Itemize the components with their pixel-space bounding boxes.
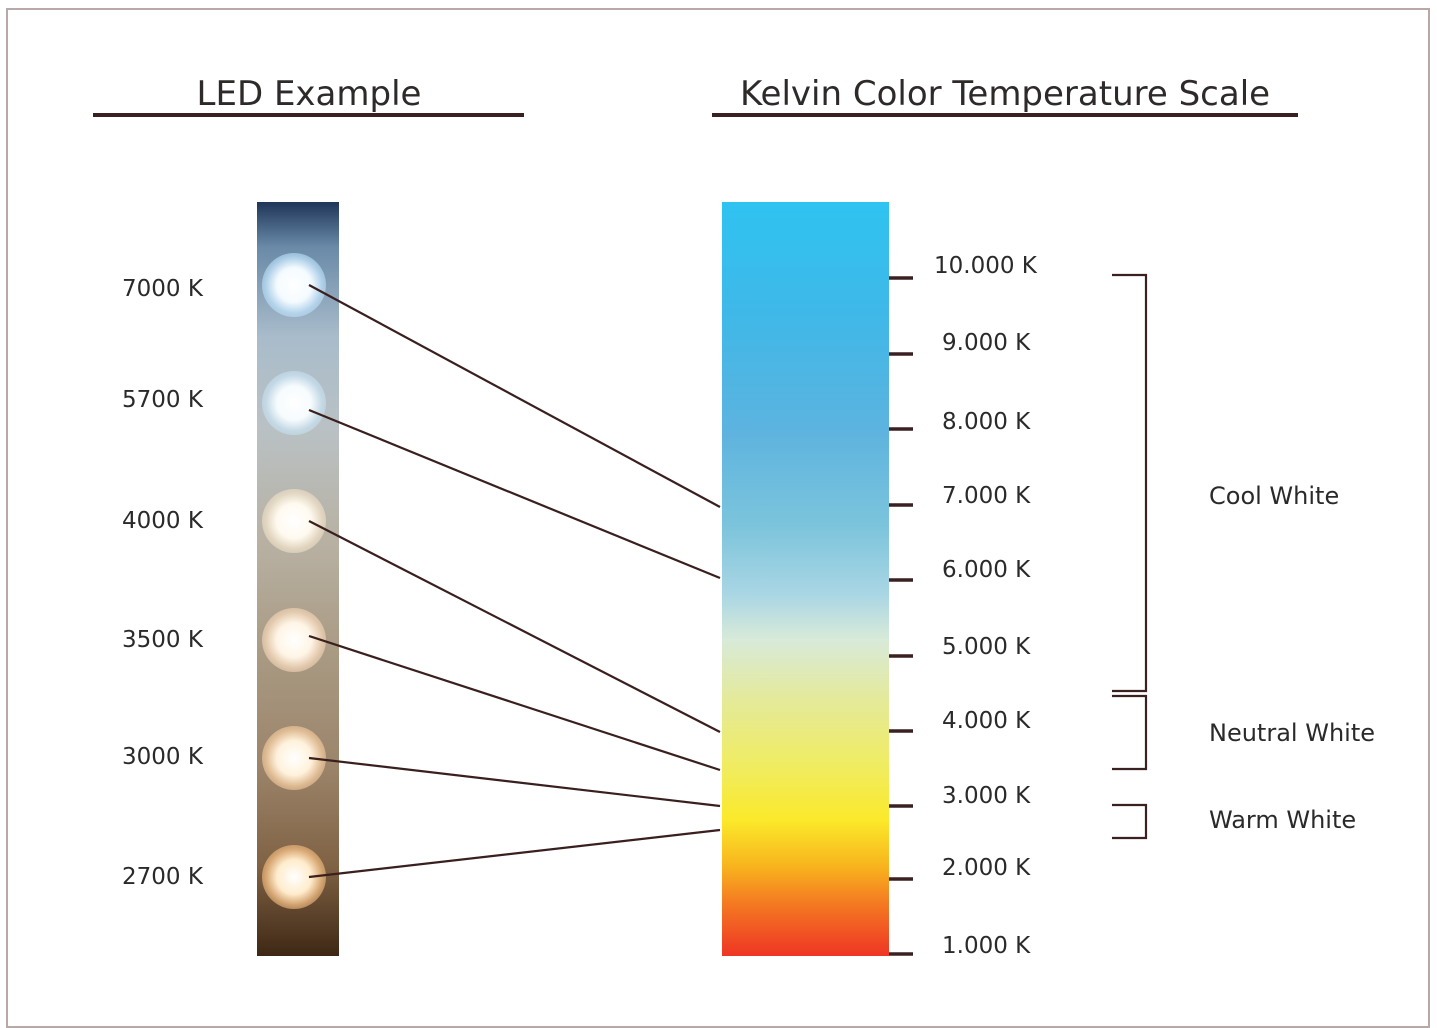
connector-line-4000k xyxy=(308,520,721,733)
led-label-7000k: 7000 K xyxy=(122,276,203,302)
tick-label-1000k: 1.000 K xyxy=(942,933,1031,959)
tick-label-4000k: 4.000 K xyxy=(942,708,1031,734)
connector-line-5700k xyxy=(308,408,721,580)
connector-line-3000k xyxy=(308,756,721,808)
tick-label-6000k: 6.000 K xyxy=(942,557,1031,583)
led-5700k-glow xyxy=(262,371,326,435)
led-example-underline xyxy=(93,113,524,117)
connector-line-3500k xyxy=(308,634,721,772)
bracket-warm-white xyxy=(1112,803,1148,840)
category-label-neutral-white: Neutral White xyxy=(1209,719,1375,747)
kelvin-scale-underline xyxy=(712,113,1298,117)
kelvin-gradient-bar xyxy=(722,202,889,956)
category-label-cool-white: Cool White xyxy=(1209,482,1340,510)
category-label-warm-white: Warm White xyxy=(1209,806,1357,834)
led-label-4000k: 4000 K xyxy=(122,508,203,534)
bracket-neutral-white xyxy=(1112,694,1148,771)
tick-label-2000k: 2.000 K xyxy=(942,855,1031,881)
led-7000k-glow xyxy=(262,253,326,317)
led-4000k-glow xyxy=(262,489,326,553)
led-strip-photo xyxy=(257,202,339,956)
tick-label-9000k: 9.000 K xyxy=(942,330,1031,356)
bracket-cool-white xyxy=(1112,273,1148,693)
led-3500k-glow xyxy=(262,608,326,672)
tick-label-8000k: 8.000 K xyxy=(942,409,1031,435)
tick-label-7000k: 7.000 K xyxy=(942,483,1031,509)
tick-label-3000k: 3.000 K xyxy=(942,783,1031,809)
connector-line-7000k xyxy=(308,284,721,508)
led-label-3000k: 3000 K xyxy=(122,744,203,770)
tick-label-5000k: 5.000 K xyxy=(942,634,1031,660)
kelvin-scale-title: Kelvin Color Temperature Scale xyxy=(739,74,1271,114)
connector-line-2700k xyxy=(308,828,721,879)
led-label-5700k: 5700 K xyxy=(122,387,203,413)
led-label-3500k: 3500 K xyxy=(122,627,203,653)
led-example-title: LED Example xyxy=(196,74,422,114)
led-label-2700k: 2700 K xyxy=(122,864,203,890)
tick-label-10000k: 10.000 K xyxy=(934,253,1037,279)
